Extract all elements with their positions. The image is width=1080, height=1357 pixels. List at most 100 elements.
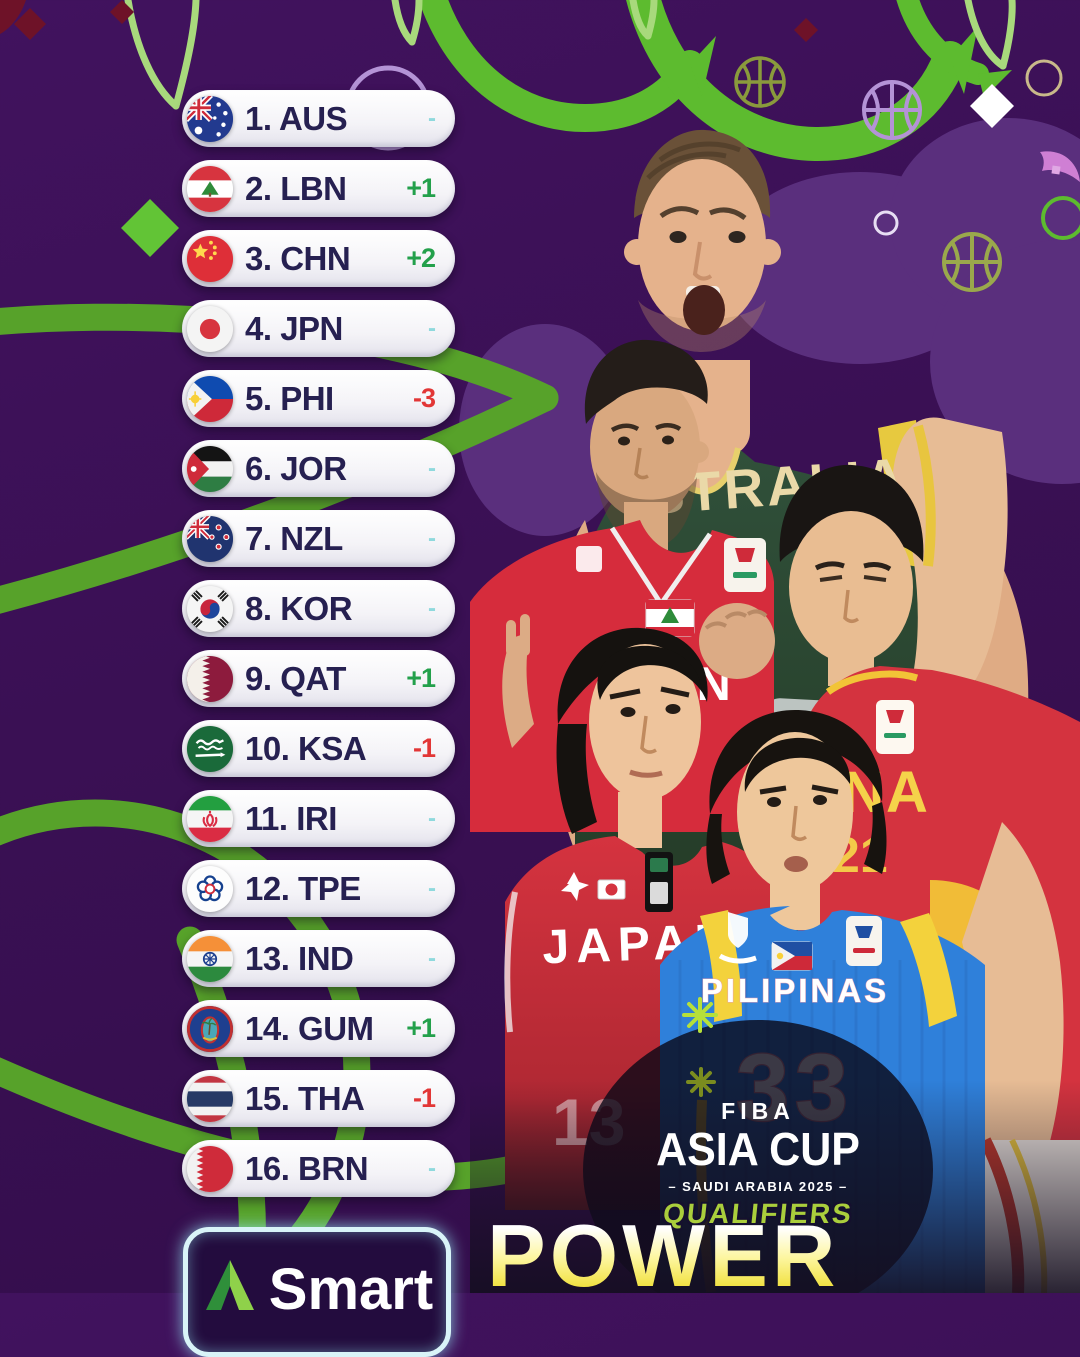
japan-flag-patch	[597, 879, 626, 900]
ranking-row: 10. KSA -1	[182, 720, 455, 777]
player-china: NA 21	[779, 417, 1080, 1293]
lebanon-pointing-hand	[502, 614, 534, 748]
photo-shadow-fade	[470, 1080, 1080, 1293]
pink-crescent-icon	[1040, 151, 1080, 182]
white-diamond-icon	[970, 84, 1014, 128]
flag-ind-icon	[186, 935, 234, 983]
ranking-label: 1. AUS	[245, 99, 348, 137]
movement-indicator: -	[428, 874, 436, 902]
sponsor-logo: Smart	[183, 1227, 451, 1357]
movement-indicator: +2	[406, 243, 436, 273]
movement-indicator: -	[428, 944, 436, 972]
ranking-label: 10. KSA	[245, 729, 367, 767]
philippines-jersey-text: PILIPINAS	[701, 972, 889, 1009]
asia-cup-wordmark: ASIA CUP	[656, 1124, 860, 1176]
movement-indicator: -	[428, 314, 436, 342]
flag-kor-icon	[186, 585, 234, 633]
ranking-row: 3. CHN +2	[182, 230, 455, 287]
event-logo: FIBA ASIA CUP – SAUDI ARABIA 2025 – QUAL…	[628, 1098, 888, 1230]
fiba-patch	[645, 852, 673, 912]
movement-indicator: -3	[412, 383, 436, 413]
ranking-label: 15. THA	[245, 1079, 365, 1117]
movement-indicator: -	[428, 1154, 436, 1182]
flag-jor-icon	[186, 445, 234, 493]
ranking-label: 14. GUM	[245, 1009, 374, 1047]
ranking-label: 5. PHI	[245, 379, 334, 417]
flag-jpn-icon	[186, 305, 234, 353]
flag-brn-icon	[186, 1145, 234, 1193]
asia-cup-patch	[724, 538, 766, 592]
flag-aus-icon	[186, 95, 234, 143]
ranking-label: 12. TPE	[245, 869, 361, 907]
ranking-row: 2. LBN +1	[182, 160, 455, 217]
flag-chn-icon	[186, 235, 234, 283]
china-jersey-text: NA	[842, 760, 930, 825]
flag-gum-icon	[186, 1005, 234, 1053]
ranking-row: 11. IRI -	[182, 790, 455, 847]
ranking-label: 3. CHN	[245, 239, 351, 277]
clenched-fist	[699, 603, 775, 679]
nike-logo-icon	[718, 912, 757, 964]
green-circle-outline-icon	[1041, 196, 1080, 240]
smart-logo-icon	[205, 1260, 254, 1310]
flag-qat-icon	[186, 655, 234, 703]
headline-power: POWER	[487, 1206, 840, 1305]
ranking-row: 5. PHI -3	[182, 370, 455, 427]
flag-tha-icon	[186, 1075, 234, 1123]
ranking-label: 16. BRN	[245, 1149, 369, 1187]
flag-ksa-icon	[186, 725, 234, 773]
olive-basketball-outline-icon	[942, 232, 1002, 292]
ranking-label: 8. KOR	[245, 589, 353, 627]
asia-cup-patch	[876, 700, 914, 754]
flag-phi-icon	[186, 375, 234, 423]
flag-lbn-icon	[186, 165, 234, 213]
movement-indicator: -	[428, 454, 436, 482]
australia-player-head	[624, 129, 781, 352]
fiba-wordmark: FIBA	[721, 1098, 795, 1124]
movement-indicator: -1	[412, 733, 436, 763]
ranking-label: 6. JOR	[245, 449, 347, 487]
ranking-row: 16. BRN -	[182, 1140, 455, 1197]
ranking-label: 2. LBN	[245, 169, 347, 207]
jordan-logo-icon	[561, 872, 589, 901]
ranking-label: 9. QAT	[245, 659, 346, 697]
player-collage: STRALIA	[470, 129, 1080, 1293]
ranking-row: 6. JOR -	[182, 440, 455, 497]
movement-indicator: +1	[406, 173, 436, 203]
ranking-row: 13. IND -	[182, 930, 455, 987]
flag-iri-icon	[186, 795, 234, 843]
ranking-label: 4. JPN	[245, 309, 343, 347]
ranking-row: 14. GUM +1	[182, 1000, 455, 1057]
ranking-row: 4. JPN -	[182, 300, 455, 357]
olive-basketball-outline-icon	[734, 56, 786, 108]
movement-indicator: -1	[412, 1083, 436, 1113]
movement-indicator: -	[428, 594, 436, 622]
white-circle-outline-icon	[873, 210, 899, 236]
asia-cup-patch	[846, 916, 882, 966]
movement-indicator: -	[428, 524, 436, 552]
maroon-diamond-icons	[0, 0, 818, 42]
ranking-row: 1. AUS -	[182, 90, 455, 147]
ranking-row: 15. THA -1	[182, 1070, 455, 1127]
sponsor-name: Smart	[268, 1257, 434, 1322]
ranking-row: 9. QAT +1	[182, 650, 455, 707]
ranking-row: 12. TPE -	[182, 860, 455, 917]
flag-tpe-icon	[186, 865, 234, 913]
movement-indicator: -	[428, 104, 436, 132]
green-diamond-icon	[121, 199, 179, 257]
movement-indicator: -	[428, 804, 436, 832]
movement-indicator: +1	[406, 663, 436, 693]
philippines-flag-patch	[771, 941, 813, 971]
movement-indicator: +1	[406, 1013, 436, 1043]
ranking-row: 7. NZL -	[182, 510, 455, 567]
tan-circle-outline-icon	[1025, 59, 1063, 97]
ranking-label: 13. IND	[245, 939, 354, 977]
ranking-label: 7. NZL	[245, 519, 343, 557]
ranking-label: 11. IRI	[245, 799, 337, 837]
flag-nzl-icon	[186, 515, 234, 563]
saudi-arabia-2025-label: – SAUDI ARABIA 2025 –	[668, 1179, 848, 1194]
purple-basketball-outline-icon	[862, 80, 922, 140]
starburst-icons	[682, 997, 718, 1097]
ranking-row: 8. KOR -	[182, 580, 455, 637]
